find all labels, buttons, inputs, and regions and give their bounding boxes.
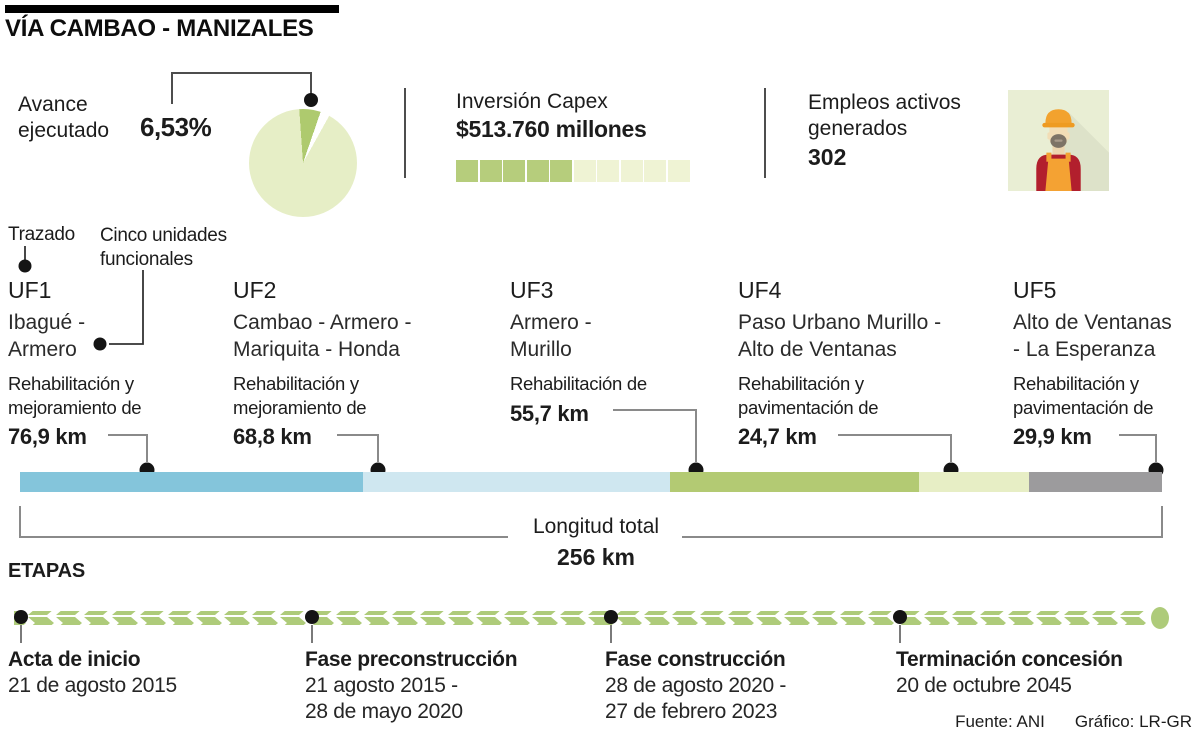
trazado-dot — [18, 259, 32, 273]
square-empty — [667, 160, 690, 182]
unidades-label: Cinco unidades funcionales — [100, 225, 227, 270]
page-title: VÍA CAMBAO - MANIZALES — [5, 15, 314, 42]
uf-work: Rehabilitación y mejoramiento de — [8, 373, 142, 418]
uf-work: Rehabilitación y mejoramiento de — [233, 373, 367, 418]
bracket-right — [682, 506, 1163, 538]
graphic-credit: Gráfico: LR-GR — [1074, 712, 1192, 731]
milestone-dates: 28 de agosto 2020 - 27 de febrero 2023 — [605, 674, 787, 723]
divider — [764, 88, 766, 178]
pie-callout — [171, 72, 318, 107]
uf-id: UF1 — [8, 277, 52, 303]
timeline-dashed-track — [14, 611, 1146, 625]
empleos-value: 302 — [808, 144, 847, 170]
milestone-fase-construccion: Fase construcción 28 de agosto 2020 - 27… — [605, 647, 786, 725]
construction-worker-icon — [1008, 90, 1109, 191]
milestone-dot-1 — [14, 610, 28, 624]
source-credit: Fuente: ANI — [955, 712, 1045, 731]
credits: Fuente: ANI Gráfico: LR-GR — [955, 712, 1192, 732]
uf-section-uf2: UF2 Cambao - Armero - Mariquita - Honda … — [233, 278, 459, 450]
avance-value: 6,53% — [140, 112, 212, 142]
uf-name: Alto de Ventanas - La Esperanza — [1013, 311, 1172, 361]
uf-id: UF4 — [738, 277, 782, 303]
milestone-dates: 20 de octubre 2045 — [896, 674, 1072, 697]
pie-callout-line — [171, 72, 312, 104]
square-empty — [620, 160, 643, 182]
milestone-terminacion-concesion: Terminación concesión 20 de octubre 2045 — [896, 647, 1123, 699]
milestone-dot-4 — [893, 610, 907, 624]
uf-km: 24,7 km — [738, 424, 817, 449]
square-filled — [456, 160, 478, 182]
uf-section-uf3: UF3 Armero - Murillo Rehabilitación de 5… — [510, 278, 736, 427]
uf-section-uf5: UF5 Alto de Ventanas - La Esperanza Reha… — [1013, 278, 1200, 450]
uf-km: 76,9 km — [8, 424, 87, 449]
capex-value: $513.760 millones — [456, 116, 647, 142]
pie-callout-dot — [304, 93, 318, 107]
divider — [404, 88, 406, 178]
capex-label: Inversión Capex — [456, 90, 608, 113]
milestone-title: Fase preconstrucción — [305, 648, 518, 671]
square-empty — [573, 160, 596, 182]
uf-id: UF2 — [233, 277, 277, 303]
timeline-end-cap — [1151, 607, 1169, 629]
longitud-label: Longitud total — [532, 515, 660, 538]
bar-segment-uf2 — [363, 472, 670, 492]
square-empty — [644, 160, 666, 182]
uf-km: 55,7 km — [510, 400, 589, 426]
uf-name: Paso Urbano Murillo - Alto de Ventanas — [738, 311, 942, 361]
trazado-label: Trazado — [8, 224, 75, 245]
uf-name: Armero - Murillo — [510, 311, 592, 361]
uf-km: 68,8 km — [233, 424, 312, 449]
uf-id: UF5 — [1013, 277, 1057, 303]
trazado-marker — [18, 246, 32, 273]
square-filled — [503, 160, 525, 182]
uf-km: 29,9 km — [1013, 424, 1092, 449]
road-segment-bar — [20, 472, 1162, 492]
milestone-dot-3 — [604, 610, 618, 624]
uf-work: Rehabilitación de — [510, 373, 647, 394]
title-accent-bar — [5, 5, 339, 13]
milestone-dot-2 — [305, 610, 319, 624]
bar-segment-uf1 — [20, 472, 363, 492]
etapas-heading: ETAPAS — [8, 560, 85, 582]
capex-progress-squares — [456, 160, 690, 182]
milestone-acta-de-inicio: Acta de inicio 21 de agosto 2015 — [8, 647, 177, 699]
empleos-label: Empleos activos generados — [808, 91, 961, 140]
etapas-timeline — [14, 607, 1169, 643]
milestone-dates: 21 de agosto 2015 — [8, 674, 177, 697]
square-empty — [597, 160, 619, 182]
square-filled — [479, 160, 502, 182]
uf-section-uf4: UF4 Paso Urbano Murillo - Alto de Ventan… — [738, 278, 964, 450]
milestone-dates: 21 agosto 2015 - 28 de mayo 2020 — [305, 674, 463, 723]
avance-label: Avance ejecutado — [18, 93, 110, 142]
bar-segment-uf4 — [919, 472, 1029, 492]
bar-segment-uf3 — [670, 472, 919, 492]
milestone-title: Fase construcción — [605, 648, 786, 671]
milestone-title: Acta de inicio — [8, 648, 141, 671]
square-filled — [550, 160, 572, 182]
milestone-title: Terminación concesión — [896, 648, 1123, 671]
uf-id: UF3 — [510, 277, 554, 303]
progress-pie-chart — [249, 109, 357, 217]
uf-work: Rehabilitación y pavimentación de — [738, 373, 879, 418]
bracket-left — [19, 506, 508, 538]
longitud-value: 256 km — [556, 544, 635, 570]
uf-name: Cambao - Armero - Mariquita - Honda — [233, 311, 412, 361]
uf-section-uf1: UF1 Ibagué - Armero Rehabilitación y mej… — [8, 278, 234, 450]
milestone-fase-preconstruccion: Fase preconstrucción 21 agosto 2015 - 28… — [305, 647, 518, 725]
square-filled — [526, 160, 549, 182]
uf-name: Ibagué - Armero — [8, 311, 86, 361]
uf-work: Rehabilitación y pavimentación de — [1013, 373, 1154, 418]
bar-segment-uf5 — [1029, 472, 1162, 492]
